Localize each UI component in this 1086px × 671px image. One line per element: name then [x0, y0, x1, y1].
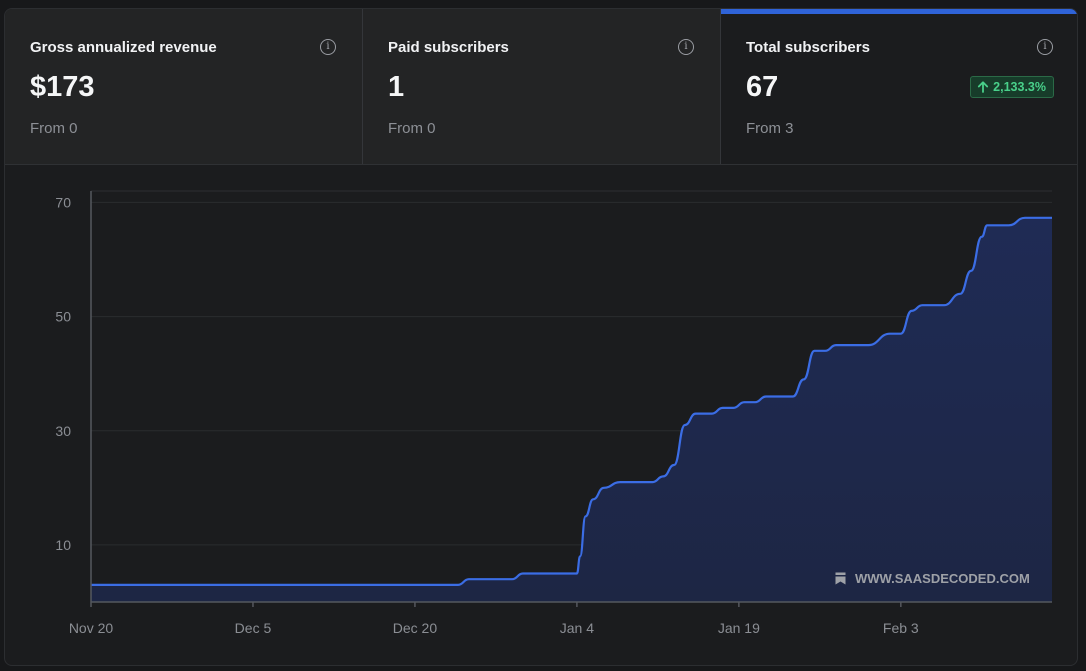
x-tick-label: Dec 20 — [393, 620, 438, 636]
card-value: $173 — [30, 71, 95, 103]
card-from: From 3 — [746, 120, 794, 137]
card-title: Total subscribers — [746, 39, 870, 56]
watermark: WWW.SAASDECODED.COM — [835, 571, 1030, 586]
x-tick-label: Jan 4 — [560, 620, 594, 636]
x-tick-label: Dec 5 — [235, 620, 272, 636]
x-tick-label: Jan 19 — [718, 620, 760, 636]
metric-cards: Gross annualized revenue $173 From 0 i P… — [5, 9, 1077, 165]
watermark-text: WWW.SAASDECODED.COM — [855, 571, 1030, 586]
change-badge-text: 2,133.3% — [993, 79, 1046, 94]
y-tick-label: 70 — [55, 194, 71, 210]
subscribers-chart: 10 30 50 70 Nov 20 Dec 5 Dec 20 Jan 4 Jan 19 Feb … — [5, 165, 1077, 665]
bookmark-icon — [835, 572, 846, 585]
card-value: 67 — [746, 71, 779, 103]
y-tick-label: 50 — [55, 309, 71, 325]
card-from: From 0 — [30, 120, 78, 137]
series-line — [90, 216, 1052, 587]
metric-card-total-subscribers[interactable]: Total subscribers 67 From 3 i 2,133.3% — [721, 9, 1077, 164]
info-icon[interactable]: i — [678, 39, 694, 55]
info-icon[interactable]: i — [320, 39, 336, 55]
metric-card-revenue[interactable]: Gross annualized revenue $173 From 0 i — [5, 9, 363, 164]
metric-card-paid-subscribers[interactable]: Paid subscribers 1 From 0 i — [363, 9, 721, 164]
info-icon[interactable]: i — [1037, 39, 1053, 55]
card-from: From 0 — [388, 120, 436, 137]
y-tick-label: 10 — [55, 537, 71, 553]
chart-svg: 10 30 50 70 Nov 20 Dec 5 Dec 20 Jan 4 Jan 19 Feb … — [55, 190, 1052, 636]
card-value: 1 — [388, 71, 405, 103]
y-tick-label: 30 — [55, 423, 71, 439]
arrow-up-icon — [978, 81, 989, 93]
series-area — [91, 217, 1052, 603]
change-badge: 2,133.3% — [970, 76, 1054, 98]
x-tick-label: Nov 20 — [69, 620, 114, 636]
dashboard-panel: Gross annualized revenue $173 From 0 i P… — [4, 8, 1078, 666]
card-title: Gross annualized revenue — [30, 39, 217, 56]
card-title: Paid subscribers — [388, 39, 509, 56]
x-tick-label: Feb 3 — [883, 620, 919, 636]
